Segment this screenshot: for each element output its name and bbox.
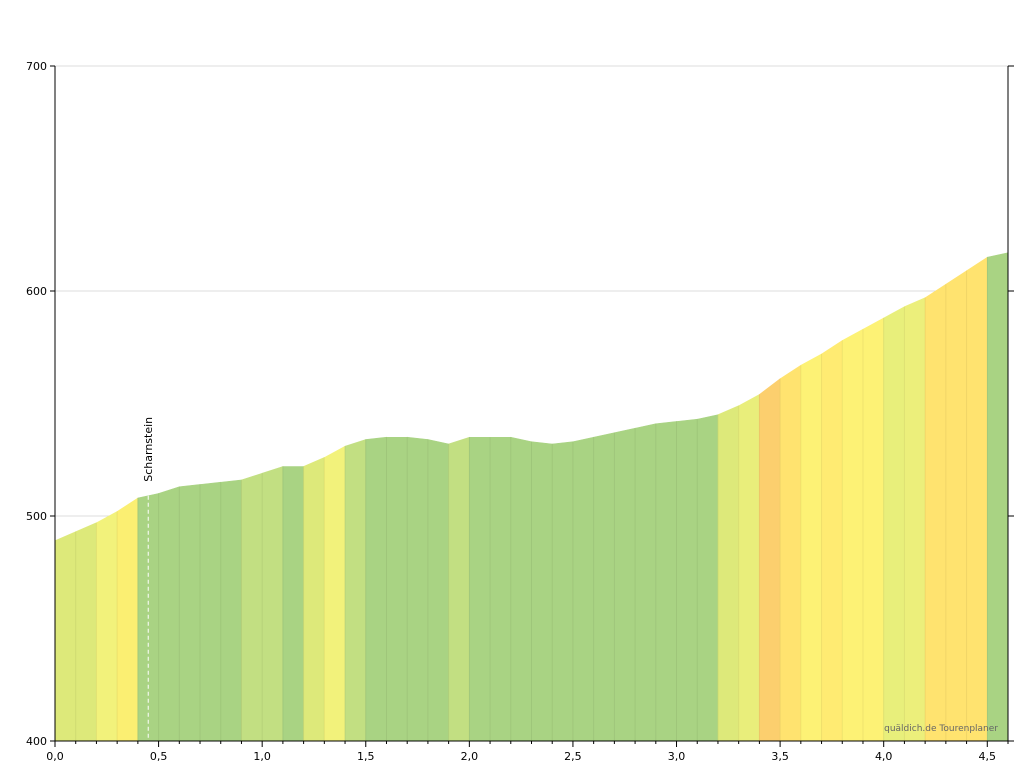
elevation-segment bbox=[986, 252, 1009, 742]
elevation-segment bbox=[510, 436, 532, 742]
y-tick-label: 700 bbox=[26, 60, 47, 73]
x-tick-label: 2,0 bbox=[461, 750, 479, 763]
x-tick-label: 1,0 bbox=[253, 750, 271, 763]
elevation-segment bbox=[738, 393, 760, 742]
elevation-segment bbox=[924, 283, 947, 742]
elevation-segment bbox=[96, 510, 118, 742]
y-tick-label: 500 bbox=[26, 510, 47, 523]
elevation-area bbox=[54, 252, 1009, 742]
elevation-segment bbox=[572, 436, 594, 742]
y-tick-label: 600 bbox=[26, 285, 47, 298]
waypoint-markers: Scharnstein bbox=[142, 417, 155, 741]
elevation-segment bbox=[883, 306, 905, 742]
x-tick-label: 1,5 bbox=[357, 750, 375, 763]
elevation-segment bbox=[821, 339, 843, 742]
elevation-segment bbox=[179, 484, 201, 742]
elevation-segment bbox=[531, 441, 553, 742]
elevation-segment bbox=[655, 421, 677, 742]
elevation-segment bbox=[676, 418, 698, 742]
x-tick-label: 2,5 bbox=[564, 750, 582, 763]
x-tick-label: 4,5 bbox=[979, 750, 997, 763]
elevation-segment bbox=[489, 436, 512, 742]
elevation-segment bbox=[386, 436, 408, 742]
elevation-segment bbox=[261, 466, 284, 742]
elevation-segment bbox=[696, 414, 719, 742]
elevation-segment bbox=[862, 317, 884, 742]
elevation-segment bbox=[241, 472, 263, 742]
y-tick-label: 400 bbox=[26, 735, 47, 748]
elevation-segment bbox=[469, 436, 491, 742]
elevation-segment bbox=[365, 436, 387, 742]
x-tick-label: 3,0 bbox=[668, 750, 686, 763]
elevation-segment bbox=[116, 497, 139, 742]
x-tick-label: 3,5 bbox=[771, 750, 789, 763]
elevation-segment bbox=[448, 436, 470, 742]
elevation-segment bbox=[593, 432, 615, 742]
elevation-segment bbox=[303, 457, 325, 742]
elevation-segment bbox=[406, 436, 429, 742]
elevation-segment bbox=[54, 531, 77, 742]
x-tick-label: 4,0 bbox=[875, 750, 893, 763]
elevation-segment bbox=[945, 270, 967, 742]
elevation-segment bbox=[344, 439, 367, 742]
axes: 400 500 600 700 0,0 0,5 1,0 1,5 2,0 2,5 3,0 3,5 4,0 4… bbox=[26, 60, 1014, 763]
elevation-segment bbox=[614, 427, 636, 742]
elevation-segment bbox=[904, 297, 926, 742]
elevation-segment bbox=[841, 328, 864, 742]
elevation-segment bbox=[551, 441, 574, 742]
waypoint-label: Scharnstein bbox=[142, 417, 155, 482]
elevation-segment bbox=[75, 522, 97, 742]
x-tick-label: 0,0 bbox=[46, 750, 64, 763]
elevation-segment bbox=[800, 353, 822, 742]
elevation-segment bbox=[427, 439, 449, 742]
elevation-segment bbox=[282, 466, 304, 742]
x-tick-label: 0,5 bbox=[150, 750, 168, 763]
elevation-segment bbox=[779, 364, 802, 742]
elevation-segment bbox=[199, 481, 222, 742]
elevation-segment bbox=[966, 256, 988, 742]
elevation-segment bbox=[220, 479, 242, 742]
elevation-segment bbox=[324, 445, 346, 742]
elevation-segment bbox=[717, 405, 739, 742]
elevation-segment bbox=[759, 378, 781, 742]
watermark: quäldich.de Tourenplaner bbox=[884, 724, 998, 734]
elevation-segment bbox=[158, 486, 180, 742]
elevation-segment bbox=[634, 423, 657, 742]
